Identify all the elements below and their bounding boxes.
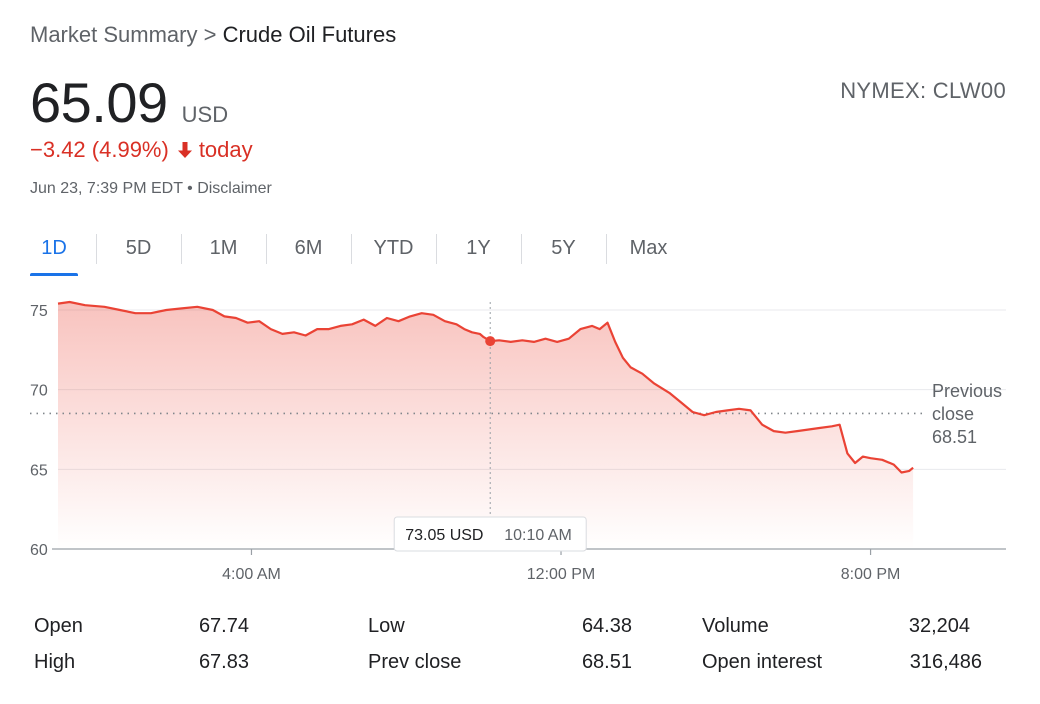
stat-value-volume: 32,204 bbox=[908, 615, 970, 637]
time-range-tabs: 1D 5D 1M 6M YTD 1Y 5Y Max bbox=[30, 232, 691, 276]
price-row: 65.09 USD bbox=[30, 70, 228, 135]
stat-label-high: High bbox=[34, 651, 76, 673]
x-tick-label: 8:00 PM bbox=[841, 566, 901, 583]
breadcrumb-current: Crude Oil Futures bbox=[222, 22, 397, 47]
stat-value-open: 67.74 bbox=[198, 615, 249, 637]
tab-5y[interactable]: 5Y bbox=[521, 232, 606, 270]
change-period: today bbox=[198, 137, 253, 162]
breadcrumb-parent-link[interactable]: Market Summary bbox=[30, 22, 198, 47]
y-tick-label: 65 bbox=[30, 462, 48, 479]
x-tick-label: 4:00 AM bbox=[222, 566, 281, 583]
tab-1m[interactable]: 1M bbox=[181, 232, 266, 270]
tooltip-box bbox=[393, 516, 587, 552]
stat-value-high: 67.83 bbox=[198, 651, 249, 673]
exchange-symbol: NYMEX: CLW00 bbox=[840, 78, 1006, 103]
tab-max[interactable]: Max bbox=[606, 232, 691, 270]
tab-5d[interactable]: 5D bbox=[96, 232, 181, 270]
tooltip: 73.05 USD 10:10 AM bbox=[393, 516, 587, 552]
y-tick-label: 60 bbox=[30, 542, 48, 559]
breadcrumb: Market Summary > Crude Oil Futures bbox=[30, 22, 396, 48]
tooltip-time: 10:10 AM bbox=[504, 527, 572, 544]
stat-value-low: 64.38 bbox=[581, 615, 632, 637]
price-chart[interactable]: 60 65 70 75 4:00 AM 12:00 PM 8:00 PM 73.05 USD… bbox=[0, 290, 1040, 590]
meta-bullet: • bbox=[187, 180, 193, 197]
timestamp: Jun 23, 7:39 PM EDT bbox=[30, 180, 183, 197]
arrow-down-icon bbox=[177, 142, 192, 158]
current-price: 65.09 bbox=[30, 71, 168, 134]
previous-close-label: Previous close 68.51 bbox=[932, 380, 1002, 449]
price-line bbox=[57, 300, 914, 474]
stats-row: High 67.83 Prev close 68.51 Open interes… bbox=[34, 651, 994, 687]
price-area bbox=[58, 302, 914, 549]
stats-row: Open 67.74 Low 64.38 Volume 32,204 bbox=[34, 615, 994, 651]
previous-close-value: 68.51 bbox=[932, 427, 978, 447]
y-tick-label: 75 bbox=[30, 303, 48, 320]
quote-meta: Jun 23, 7:39 PM EDT • Disclaimer bbox=[30, 180, 272, 198]
stat-label-open-interest: Open interest bbox=[702, 651, 823, 673]
tab-1y[interactable]: 1Y bbox=[436, 232, 521, 270]
tooltip-price: 73.05 USD bbox=[405, 527, 483, 544]
currency-label: USD bbox=[181, 102, 229, 127]
hover-point bbox=[485, 336, 496, 347]
stat-label-prev-close: Prev close bbox=[368, 651, 462, 673]
tab-ytd[interactable]: YTD bbox=[351, 232, 436, 270]
stat-value-open-interest: 316,486 bbox=[909, 651, 982, 673]
tab-6m[interactable]: 6M bbox=[266, 232, 351, 270]
change-value: −3.42 (4.99%) bbox=[30, 137, 169, 162]
disclaimer-link[interactable]: Disclaimer bbox=[197, 180, 272, 197]
breadcrumb-separator: > bbox=[203, 22, 217, 47]
stat-label-open: Open bbox=[34, 615, 83, 637]
x-tick-label: 12:00 PM bbox=[527, 566, 595, 583]
stats-table: Open 67.74 Low 64.38 Volume 32,204 High … bbox=[34, 615, 994, 687]
y-tick-label: 70 bbox=[30, 383, 48, 400]
stat-value-prev-close: 68.51 bbox=[581, 651, 632, 673]
price-change: −3.42 (4.99%) today bbox=[30, 137, 253, 163]
stat-label-low: Low bbox=[368, 615, 405, 637]
previous-close-label-line1: Previous bbox=[932, 381, 1003, 401]
stat-label-volume: Volume bbox=[702, 615, 769, 637]
tab-1d[interactable]: 1D bbox=[30, 232, 78, 276]
previous-close-label-line2: close bbox=[932, 404, 975, 424]
